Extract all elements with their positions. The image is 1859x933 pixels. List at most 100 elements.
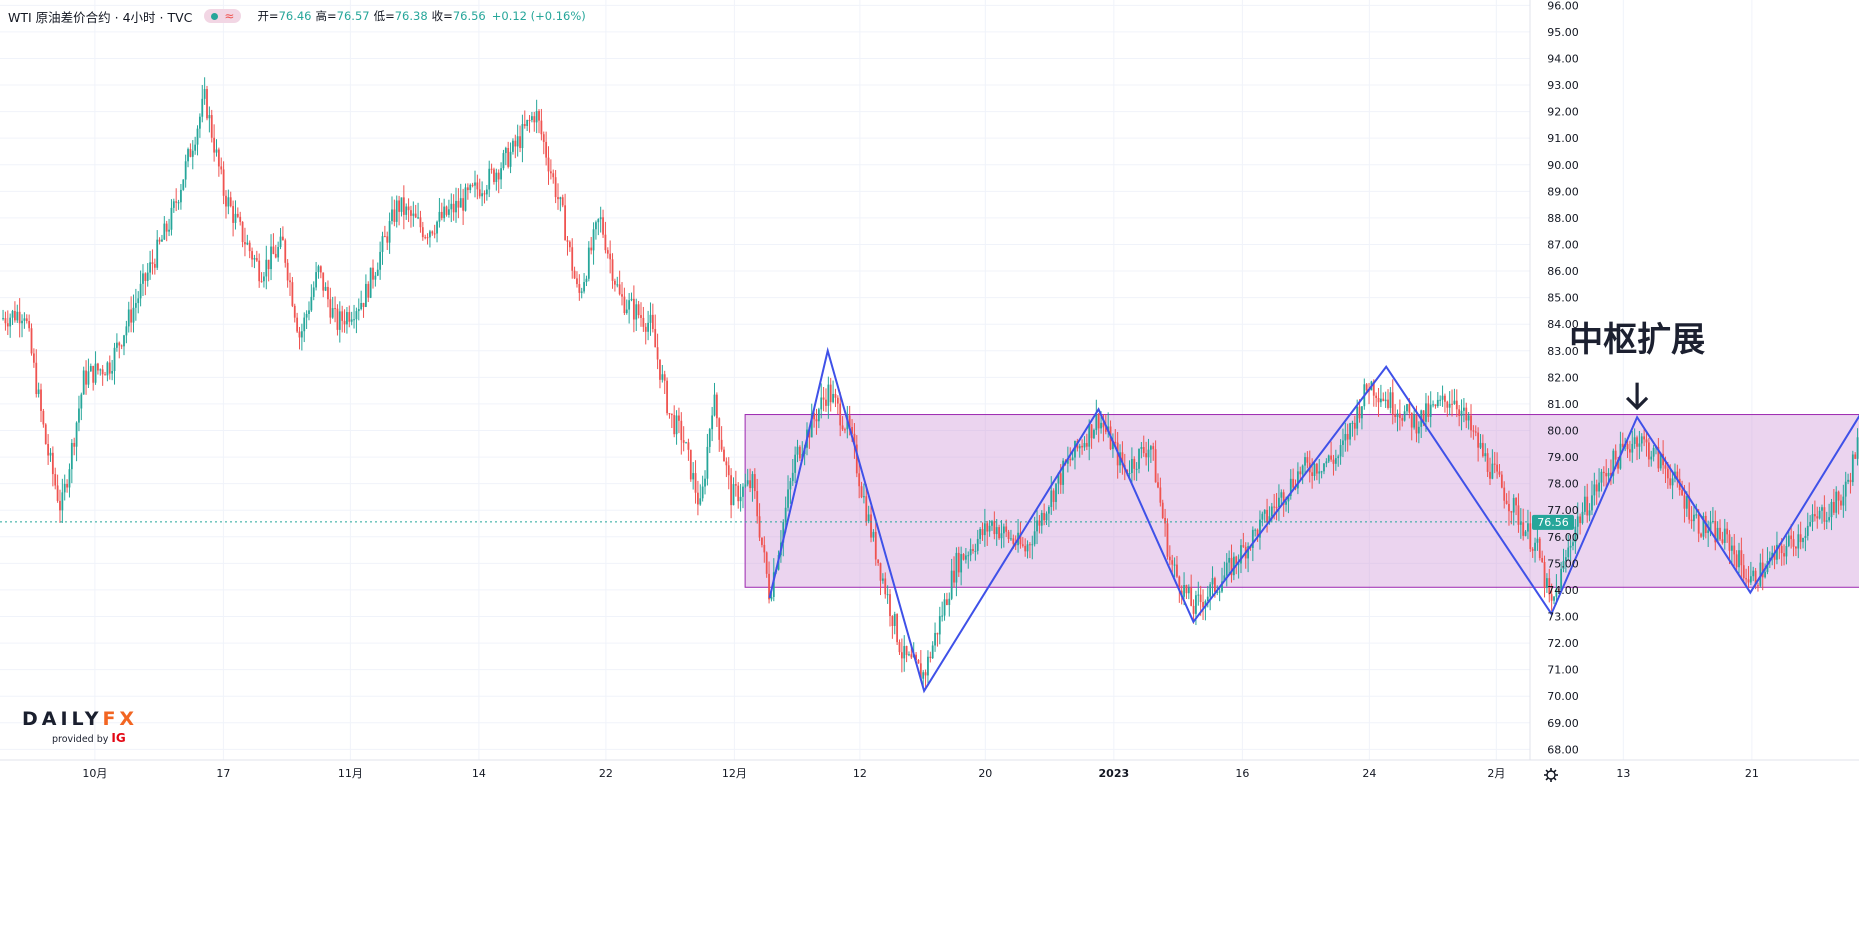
candle-body-269 <box>640 315 642 318</box>
candle-body-280 <box>666 380 668 414</box>
candle-body-638 <box>1515 497 1517 506</box>
candle-body-570 <box>1353 422 1356 429</box>
candle-body-529 <box>1256 529 1259 538</box>
y-axis[interactable]: 96.00 95.00 94.00 93.00 92.00 91.00 90.00 89.00… <box>1547 0 1579 756</box>
settings-gear-icon[interactable] <box>1544 768 1558 782</box>
candle-body-762 <box>1809 521 1812 526</box>
candle-body-24 <box>59 500 61 511</box>
candle-body-719 <box>1707 530 1710 534</box>
candle-body-123 <box>293 305 296 318</box>
candle-body-468 <box>1112 441 1114 450</box>
candle-body-253 <box>602 217 604 235</box>
market-status-pill[interactable]: ≈ <box>204 9 242 23</box>
y-tick-label-14: 82.00 <box>1547 371 1579 384</box>
candle-body-484 <box>1149 446 1152 450</box>
candle-body-547 <box>1299 471 1302 475</box>
candle-body-421 <box>1000 533 1003 539</box>
candle-body-263 <box>625 309 628 314</box>
candle-body-692 <box>1643 436 1646 440</box>
low-label: 低= <box>373 9 395 23</box>
candle-body-349 <box>829 384 832 403</box>
candle-body-768 <box>1823 507 1826 522</box>
candle-body-262 <box>623 296 626 314</box>
chart-header: WTI 原油差价合约 · 4小时 · TVC ≈ 开= 76.46 高= 76.57… <box>8 6 586 26</box>
candle-body-245 <box>583 282 585 292</box>
candle-body-597 <box>1417 426 1420 434</box>
candle-body-714 <box>1695 514 1698 516</box>
y-tick-label-27: 69.00 <box>1547 717 1579 730</box>
candle-body-504 <box>1197 594 1200 596</box>
candle-body-694 <box>1647 442 1650 460</box>
candle-body-161 <box>383 236 386 238</box>
candle-body-741 <box>1759 562 1762 586</box>
candle-body-88 <box>210 115 213 138</box>
candle-body-493 <box>1171 560 1174 565</box>
candle-body-407 <box>967 555 970 557</box>
candle-body-619 <box>1470 415 1472 431</box>
symbol-title[interactable]: WTI 原油差价合约 · 4小时 · TVC <box>8 9 193 25</box>
candle-body-199 <box>474 182 476 186</box>
candle-body-538 <box>1278 497 1280 508</box>
candle-body-124 <box>296 317 299 332</box>
candle-body-279 <box>663 374 666 381</box>
candle-body-506 <box>1202 602 1204 608</box>
candle-body-101 <box>241 221 244 243</box>
candle-body-659 <box>1564 557 1567 562</box>
candle-body-540 <box>1282 492 1285 505</box>
candle-body-475 <box>1128 473 1131 475</box>
candle-body-636 <box>1510 511 1513 513</box>
candle-body-218 <box>519 136 521 149</box>
candle-body-756 <box>1795 546 1797 549</box>
candle-body-106 <box>253 258 256 260</box>
candle-body-423 <box>1005 526 1008 532</box>
candle-body-154 <box>367 283 370 298</box>
candle-body-381 <box>905 646 908 656</box>
candle-body-330 <box>784 507 787 523</box>
candle-body-533 <box>1266 509 1268 522</box>
candle-body-508 <box>1206 596 1209 602</box>
candle-body-241 <box>573 270 576 279</box>
candle-body-359 <box>853 433 856 445</box>
candle-body-585 <box>1389 392 1392 408</box>
candle-body-592 <box>1406 404 1408 412</box>
candle-body-169 <box>402 197 405 215</box>
candle-body-685 <box>1626 444 1629 450</box>
candle-body-379 <box>900 652 903 659</box>
candle-body-778 <box>1847 479 1849 482</box>
candle-body-114 <box>272 246 275 254</box>
candle-body-37 <box>89 366 92 372</box>
logo-provided-by: provided by <box>52 734 109 745</box>
candle-body-77 <box>184 161 187 180</box>
candle-body-426 <box>1012 538 1015 544</box>
candle-body-528 <box>1254 529 1257 531</box>
candle-body-644 <box>1529 523 1532 550</box>
candle-body-481 <box>1142 447 1145 454</box>
open-value: 76.46 <box>278 9 312 23</box>
candle-body-665 <box>1579 516 1582 524</box>
candle-body-131 <box>312 287 315 297</box>
candle-body-726 <box>1723 528 1726 543</box>
candle-body-557 <box>1323 463 1325 472</box>
candle-body-759 <box>1802 537 1804 543</box>
candle-body-173 <box>412 213 415 216</box>
candle-body-702 <box>1666 468 1669 479</box>
candle-body-571 <box>1356 406 1359 429</box>
candle-body-76 <box>182 179 185 190</box>
candle-body-86 <box>206 89 208 119</box>
candle-body-102 <box>244 242 246 245</box>
candle-body-542 <box>1287 496 1290 502</box>
candle-body-752 <box>1785 545 1788 557</box>
candle-body-144 <box>343 320 346 325</box>
candle-body-446 <box>1059 473 1062 485</box>
candle-body-126 <box>300 331 303 338</box>
candle-body-517 <box>1228 557 1231 563</box>
candle-body-5 <box>14 311 16 321</box>
candle-body-128 <box>305 313 308 318</box>
candle-body-613 <box>1455 400 1458 410</box>
candle-body-586 <box>1391 392 1394 415</box>
x-axis[interactable]: 10月1711月142212月1220202316242月13213月1321 <box>82 767 1859 780</box>
y-tick-label-0: 96.00 <box>1547 0 1579 12</box>
arrow-head <box>1625 396 1649 411</box>
candle-body-483 <box>1147 449 1150 458</box>
